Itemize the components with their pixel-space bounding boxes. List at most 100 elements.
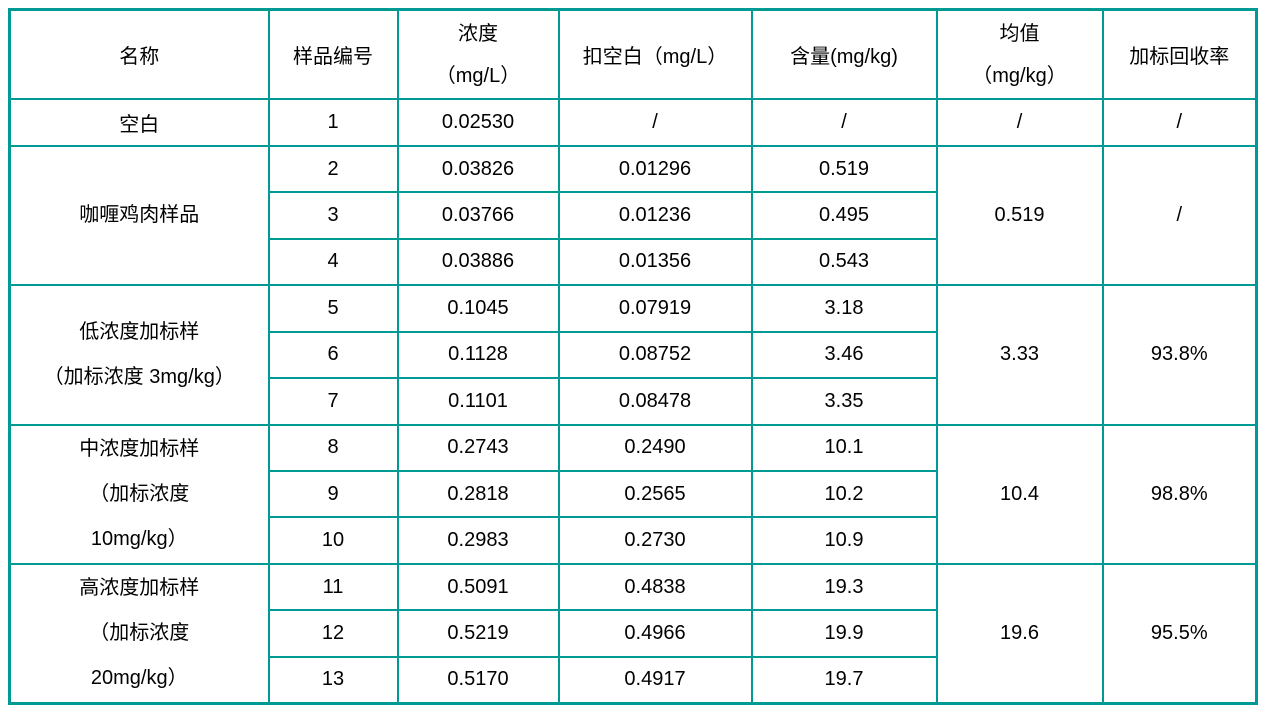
- content-cell: 3.35: [750, 377, 938, 426]
- table-row: 3 0.03766 0.01236 0.495: [10, 191, 1257, 240]
- group-name-line: （加标浓度: [89, 621, 190, 644]
- concentration-cell: 0.1101: [396, 377, 560, 426]
- content-cell: 10.2: [750, 470, 938, 519]
- sample-id-cell: 6: [267, 330, 399, 380]
- recovery-cell: /: [1101, 144, 1258, 287]
- header-blank-subtracted: 扣空白（mg/L）: [557, 8, 753, 101]
- blank-subtracted-cell: 0.4917: [557, 655, 753, 705]
- group-name-line: （加标浓度 3mg/kg）: [43, 365, 235, 388]
- content-cell: 19.7: [750, 655, 938, 705]
- group-name-line: 中浓度加标样: [79, 437, 200, 460]
- mean-cell: 0.519: [935, 144, 1104, 287]
- header-row: 名称 样品编号 浓度 （mg/L） 扣空白（mg/L） 含量(mg/kg) 均值…: [8, 8, 1258, 101]
- header-line: （mg/kg）: [972, 64, 1067, 87]
- concentration-cell: 0.2743: [396, 423, 560, 473]
- header-content: 含量(mg/kg): [750, 8, 938, 101]
- header-line: （mg/L）: [435, 64, 521, 87]
- blank-subtracted-cell: 0.2490: [557, 423, 753, 473]
- sample-id-cell: 7: [267, 377, 399, 426]
- table-row: 7 0.1101 0.08478 3.35: [10, 377, 1257, 426]
- concentration-cell: 0.03826: [396, 144, 560, 194]
- sample-id-cell: 5: [267, 284, 399, 333]
- mean-cell: 19.6: [935, 562, 1104, 705]
- sample-id-cell: 2: [267, 144, 399, 194]
- content-cell: 10.1: [750, 423, 938, 473]
- group-name-line: 低浓度加标样: [79, 320, 200, 343]
- group-name-cell: 咖喱鸡肉样品: [8, 144, 270, 287]
- group-name-line: 20mg/kg）: [90, 666, 188, 689]
- group-name-line: 高浓度加标样: [79, 576, 200, 599]
- group-name-line: 咖喱鸡肉样品: [79, 204, 200, 227]
- mean-cell: 10.4: [935, 423, 1104, 565]
- table-row: 10 0.2983 0.2730 10.9: [10, 516, 1257, 565]
- blank-subtracted-cell: 0.08752: [557, 330, 753, 380]
- recovery-cell: 98.8%: [1101, 423, 1258, 565]
- blank-subtracted-cell: 0.08478: [557, 377, 753, 426]
- blank-subtracted-cell: 0.01236: [557, 191, 753, 240]
- content-cell: /: [750, 98, 938, 147]
- concentration-cell: 0.02530: [396, 98, 560, 147]
- table-row: 低浓度加标样 （加标浓度 3mg/kg） 5 0.1045 0.07919 3.…: [8, 284, 1258, 426]
- table-row: 12 0.5219 0.4966 19.9: [10, 609, 1257, 658]
- header-mean: 均值 （mg/kg）: [935, 8, 1104, 101]
- mean-cell: 3.33: [935, 284, 1104, 426]
- blank-subtracted-cell: 0.01356: [557, 237, 753, 287]
- concentration-cell: 0.5170: [396, 655, 560, 705]
- table-row: 6 0.1128 0.08752 3.46: [10, 330, 1257, 380]
- content-cell: 3.18: [750, 284, 938, 333]
- header-name: 名称: [8, 8, 270, 101]
- concentration-cell: 0.2818: [396, 470, 560, 519]
- concentration-cell: 0.1045: [396, 284, 560, 333]
- concentration-cell: 0.03766: [396, 191, 560, 240]
- table-row: 13 0.5170 0.4917 19.7: [10, 655, 1257, 705]
- recovery-cell: /: [1101, 98, 1258, 147]
- recovery-cell: 95.5%: [1101, 562, 1258, 705]
- content-cell: 3.46: [750, 330, 938, 380]
- content-cell: 19.3: [750, 562, 938, 612]
- table-row: 咖喱鸡肉样品 2 0.03826 0.01296 0.519 0.519 /: [8, 144, 1258, 287]
- blank-subtracted-cell: 0.01296: [557, 144, 753, 194]
- table-row: 空白 1 0.02530 / / / /: [8, 98, 1258, 147]
- group-name-line: 10mg/kg）: [90, 527, 188, 550]
- concentration-cell: 0.2983: [396, 516, 560, 565]
- group-name-cell: 空白: [8, 98, 270, 147]
- sample-id-cell: 9: [267, 470, 399, 519]
- sample-id-cell: 10: [267, 516, 399, 565]
- content-cell: 19.9: [750, 609, 938, 658]
- recovery-cell: 93.8%: [1101, 284, 1258, 426]
- blank-subtracted-cell: 0.2565: [557, 470, 753, 519]
- content-cell: 0.519: [750, 144, 938, 194]
- group-name-line: （加标浓度: [89, 482, 190, 505]
- concentration-cell: 0.5219: [396, 609, 560, 658]
- blank-subtracted-cell: 0.2730: [557, 516, 753, 565]
- table-row: 4 0.03886 0.01356 0.543: [10, 237, 1257, 287]
- recovery-results-table: 名称 样品编号 浓度 （mg/L） 扣空白（mg/L） 含量(mg/kg) 均值…: [8, 8, 1258, 705]
- group-name-cell: 低浓度加标样 （加标浓度 3mg/kg）: [8, 284, 270, 426]
- table-row: 9 0.2818 0.2565 10.2: [10, 470, 1257, 519]
- concentration-cell: 0.03886: [396, 237, 560, 287]
- sample-id-cell: 12: [267, 609, 399, 658]
- content-cell: 0.495: [750, 191, 938, 240]
- blank-subtracted-cell: 0.4838: [557, 562, 753, 612]
- content-cell: 0.543: [750, 237, 938, 287]
- sample-id-cell: 1: [267, 98, 399, 147]
- sample-id-cell: 13: [267, 655, 399, 705]
- header-recovery: 加标回收率: [1101, 8, 1258, 101]
- concentration-cell: 0.1128: [396, 330, 560, 380]
- sample-id-cell: 3: [267, 191, 399, 240]
- group-name-cell: 中浓度加标样 （加标浓度 10mg/kg）: [8, 423, 270, 565]
- sample-id-cell: 11: [267, 562, 399, 612]
- content-cell: 10.9: [750, 516, 938, 565]
- sample-id-cell: 4: [267, 237, 399, 287]
- mean-cell: /: [935, 98, 1104, 147]
- table-row: 中浓度加标样 （加标浓度 10mg/kg） 8 0.2743 0.2490 10…: [8, 423, 1258, 565]
- header-line: 均值: [999, 22, 1040, 45]
- sample-id-cell: 8: [267, 423, 399, 473]
- blank-subtracted-cell: /: [557, 98, 753, 147]
- blank-subtracted-cell: 0.07919: [557, 284, 753, 333]
- header-sample-id: 样品编号: [267, 8, 399, 101]
- header-line: 浓度: [458, 22, 498, 45]
- table-row: 高浓度加标样 （加标浓度 20mg/kg） 11 0.5091 0.4838 1…: [8, 562, 1258, 705]
- header-concentration: 浓度 （mg/L）: [396, 8, 560, 101]
- blank-subtracted-cell: 0.4966: [557, 609, 753, 658]
